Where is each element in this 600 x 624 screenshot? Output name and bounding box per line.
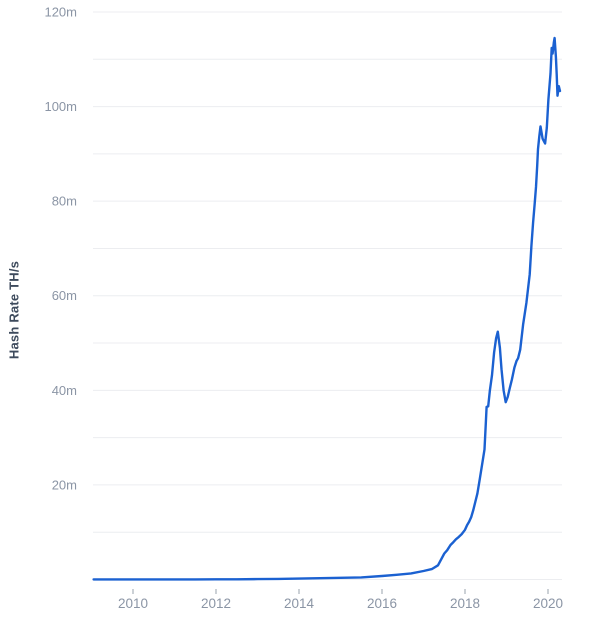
x-tick-label: 2012	[201, 596, 231, 611]
y-tick-label: 60m	[52, 288, 77, 303]
hashrate-line-series	[92, 36, 562, 581]
y-tick-label: 120m	[44, 4, 77, 19]
x-tick-label: 2014	[284, 596, 315, 611]
y-tick-label: 80m	[52, 194, 77, 209]
x-tick-label: 2020	[533, 596, 563, 611]
y-tick-label: 40m	[52, 383, 77, 398]
y-axis-title: Hash Rate TH/s	[6, 260, 22, 360]
y-tick-label: 100m	[44, 99, 77, 114]
x-tick-label: 2018	[450, 596, 480, 611]
x-tick-label: 2010	[118, 596, 148, 611]
x-tick-label: 2016	[367, 596, 397, 611]
y-tick-label: 20m	[52, 477, 77, 492]
